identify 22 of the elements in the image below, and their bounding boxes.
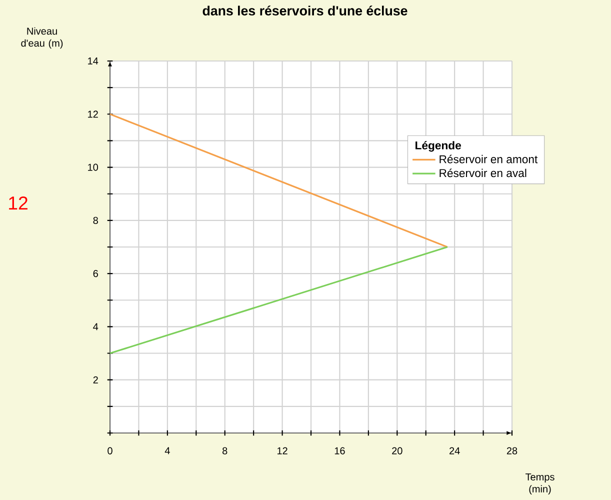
chart-title: dans les réservoirs d'une écluse — [202, 6, 408, 16]
y-axis-title: Niveau d'eau (m) — [21, 27, 63, 49]
x-tick-label: 4 — [164, 447, 170, 454]
x-tick-label: 24 — [450, 447, 460, 454]
y-tick-label: 4 — [93, 323, 98, 330]
y-tick-label: 12 — [88, 110, 98, 118]
x-tick-label: 28 — [506, 447, 518, 454]
x-tick-label: 12 — [277, 447, 288, 454]
y-tick-label: 8 — [93, 216, 98, 224]
legend-title: Légende — [416, 140, 461, 152]
legend-label: Réservoir en amont — [440, 154, 538, 164]
y-tick-label: 10 — [88, 164, 98, 171]
y-tick-label: 6 — [93, 270, 98, 278]
x-tick-label: 0 — [108, 447, 112, 454]
y-tick-label: 14 — [88, 58, 98, 64]
x-axis-title: Temps (min) — [526, 474, 554, 494]
x-tick-label: 20 — [392, 447, 402, 454]
y-tick-label: 2 — [93, 376, 98, 384]
legend-label: Réservoir en aval — [440, 168, 526, 178]
x-tick-label: 8 — [222, 447, 228, 454]
x-tick-label: 16 — [334, 447, 345, 454]
text: 12 — [9, 196, 28, 210]
